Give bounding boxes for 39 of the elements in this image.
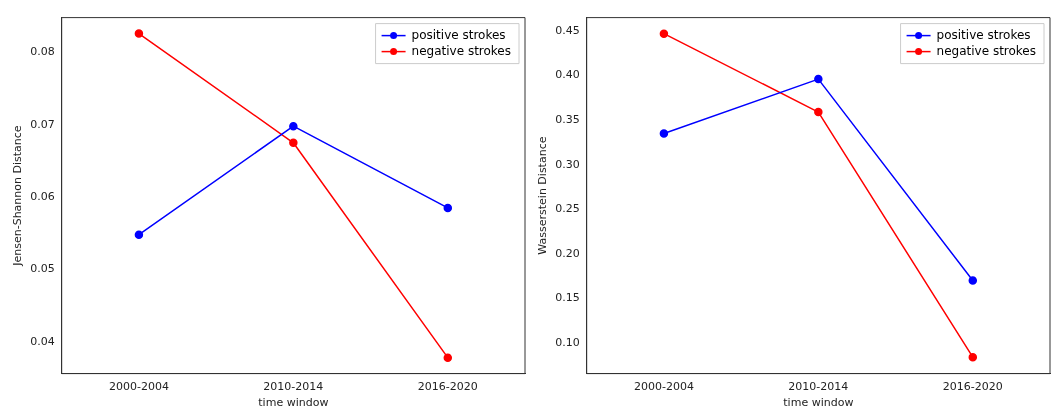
point	[289, 121, 298, 131]
point	[659, 29, 669, 38]
point	[134, 29, 144, 38]
y-tick-label: 0.15	[555, 291, 580, 305]
point	[659, 129, 669, 138]
y-tick-label: 0.30	[555, 157, 580, 171]
point	[134, 230, 144, 239]
point	[443, 353, 453, 362]
legend-label: positive strokes	[936, 27, 1031, 42]
point	[443, 203, 453, 213]
x-tick-label: 2000-2004	[633, 380, 694, 394]
y-tick-label: 0.04	[30, 334, 55, 348]
legend-label: positive strokes	[411, 27, 506, 42]
y-tick-label: 0.45	[555, 23, 580, 37]
y-tick-label: 0.07	[30, 117, 55, 131]
y-tick-label: 0.20	[555, 246, 580, 260]
y-tick-label: 0.10	[555, 335, 580, 349]
x-tick-label: 2000-2004	[108, 380, 169, 394]
y-tick-label: 0.05	[30, 262, 55, 276]
x-tick-label: 2016-2020	[942, 380, 1003, 394]
y-axis-title: Jensen-Shannon Distance	[11, 125, 25, 267]
x-tick-label: 2010-2014	[263, 380, 324, 394]
y-tick-label: 0.40	[555, 68, 580, 82]
point	[968, 352, 978, 362]
y-tick-label: 0.06	[30, 189, 55, 203]
x-tick-label: 2016-2020	[417, 380, 478, 394]
point	[814, 107, 823, 117]
legend-label: negative strokes	[411, 43, 511, 58]
x-axis-title: time window	[258, 396, 329, 410]
x-axis-title: time window	[783, 396, 854, 410]
y-tick-label: 0.08	[30, 45, 55, 59]
x-tick-label: 2010-2014	[788, 380, 849, 394]
point	[968, 276, 978, 285]
legend-label: negative strokes	[936, 43, 1036, 58]
point	[289, 138, 298, 148]
y-tick-label: 0.25	[555, 202, 580, 216]
y-tick-label: 0.35	[555, 112, 580, 126]
point	[814, 74, 823, 84]
y-axis-title: Wasserstein Distance	[536, 136, 550, 255]
